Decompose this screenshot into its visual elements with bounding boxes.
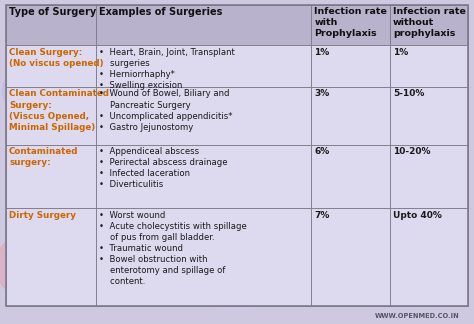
Bar xyxy=(311,5,390,45)
Bar xyxy=(311,87,390,145)
Text: Clean Surgery:
(No viscus opened): Clean Surgery: (No viscus opened) xyxy=(9,48,104,68)
Bar xyxy=(390,5,468,45)
Text: Contaminated
surgery:: Contaminated surgery: xyxy=(9,147,79,167)
Text: 10-20%: 10-20% xyxy=(393,147,430,156)
Text: Examples of Surgeries: Examples of Surgeries xyxy=(99,7,223,17)
Text: 3%: 3% xyxy=(314,89,329,98)
Text: 5-10%: 5-10% xyxy=(393,89,424,98)
Text: 1%: 1% xyxy=(393,48,408,56)
Bar xyxy=(390,45,468,87)
Bar xyxy=(390,87,468,145)
Bar xyxy=(6,5,96,45)
Text: •  Wound of Bowel, Biliary and
    Pancreatic Surgery
•  Uncomplicated appendici: • Wound of Bowel, Biliary and Pancreatic… xyxy=(99,89,233,132)
Bar xyxy=(6,45,96,87)
Text: Infection rate
without
prophylaxis: Infection rate without prophylaxis xyxy=(393,7,466,38)
Bar xyxy=(390,145,468,208)
Text: 6%: 6% xyxy=(314,147,329,156)
Text: •  Worst wound
•  Acute cholecystitis with spillage
    of pus from gall bladder: • Worst wound • Acute cholecystitis with… xyxy=(99,211,247,286)
Ellipse shape xyxy=(280,26,384,91)
Text: •  Heart, Brain, Joint, Transplant
    surgeries
•  Herniorrhaphy*
•  Swelling e: • Heart, Brain, Joint, Transplant surger… xyxy=(99,48,235,90)
Bar xyxy=(6,145,96,208)
Text: Clean Contaminated
Surgery:
(Viscus Opened,
Minimal Spillage): Clean Contaminated Surgery: (Viscus Open… xyxy=(9,89,109,132)
Text: Upto 40%: Upto 40% xyxy=(393,211,442,220)
Ellipse shape xyxy=(374,110,460,181)
Bar xyxy=(6,208,96,306)
Ellipse shape xyxy=(0,230,81,301)
Bar xyxy=(311,145,390,208)
Bar xyxy=(96,5,311,45)
Bar xyxy=(6,87,96,145)
Text: Type of Surgery: Type of Surgery xyxy=(9,7,96,17)
Text: 1%: 1% xyxy=(314,48,329,56)
Bar xyxy=(311,208,390,306)
Bar xyxy=(390,208,468,306)
Text: WWW.OPENMED.CO.IN: WWW.OPENMED.CO.IN xyxy=(375,313,460,319)
Text: •  Appendiceal abscess
•  Perirectal abscess drainage
•  Infected laceration
•  : • Appendiceal abscess • Perirectal absce… xyxy=(99,147,228,189)
Bar xyxy=(96,145,311,208)
Bar xyxy=(96,208,311,306)
Bar xyxy=(96,45,311,87)
Bar xyxy=(311,45,390,87)
Text: Infection rate
with
Prophylaxis: Infection rate with Prophylaxis xyxy=(314,7,387,38)
Ellipse shape xyxy=(2,62,73,120)
Ellipse shape xyxy=(308,230,403,288)
Bar xyxy=(96,87,311,145)
Ellipse shape xyxy=(201,272,273,311)
Text: Dirty Surgery: Dirty Surgery xyxy=(9,211,76,220)
Text: 7%: 7% xyxy=(314,211,330,220)
